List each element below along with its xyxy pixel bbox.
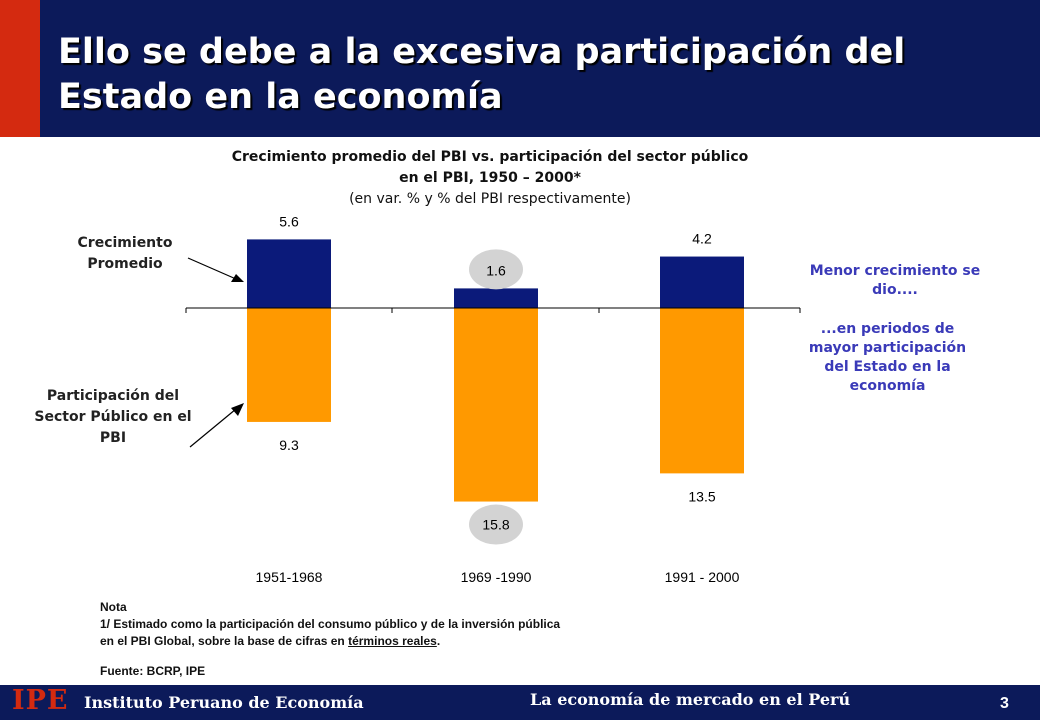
- notes-title: Nota: [100, 600, 127, 614]
- notes-block: Nota 1/ Estimado como la participación d…: [100, 599, 740, 650]
- bar-growth-1: [247, 239, 331, 308]
- chart-title-line1: Crecimiento promedio del PBI vs. partici…: [231, 149, 749, 165]
- bar-public-3: [660, 308, 744, 474]
- footer-bar: [0, 685, 1040, 720]
- x-tick-label-2: 1969 -1990: [461, 569, 532, 585]
- highlight-public-label: [469, 504, 523, 545]
- x-tick-label-3: 1991 - 2000: [665, 569, 740, 585]
- label-growth: Crecimiento Promedio: [77, 235, 173, 272]
- page-number: 3: [1000, 695, 1009, 712]
- bar-public-1: [247, 308, 331, 422]
- source-note: Fuente: BCRP, IPE: [100, 664, 206, 678]
- arrow-growth-head: [231, 274, 244, 282]
- public-value-label-2: 15.8: [482, 517, 509, 533]
- arrow-public-head: [231, 403, 244, 416]
- arrow-public-line: [189, 408, 237, 448]
- x-tick-label-1: 1951-1968: [256, 569, 323, 585]
- footer-title: La economía de mercado en el Perú: [530, 690, 851, 709]
- chart-title: Crecimiento promedio del PBI vs. partici…: [190, 147, 790, 210]
- chart-title-line2: en el PBI, 1950 – 2000*: [399, 170, 581, 186]
- ipe-logo: IPE: [12, 685, 69, 716]
- label-public-share: Participación del Sector Público en el P…: [34, 388, 192, 446]
- notes-line2: en el PBI Global, sobre la base de cifra…: [100, 633, 740, 650]
- header-accent: [0, 0, 40, 137]
- notes-line1: 1/ Estimado como la participación del co…: [100, 617, 561, 631]
- notes-line2-suffix: .: [436, 634, 441, 648]
- highlight-growth-label: [469, 249, 523, 290]
- growth-value-label-1: 5.6: [279, 213, 299, 229]
- arrow-growth-line: [187, 257, 237, 280]
- notes-line2-prefix: en el PBI Global, sobre la base de cifra…: [100, 634, 349, 648]
- notes-line2-underlined: términos reales: [348, 634, 437, 648]
- header-bar: [0, 0, 1040, 137]
- chart-subtitle: (en var. % y % del PBI respectivamente): [349, 191, 631, 207]
- public-value-label-3: 13.5: [688, 488, 715, 504]
- bar-growth-2: [454, 288, 538, 308]
- public-value-label-1: 9.3: [279, 437, 299, 453]
- note-state-participation: ...en periodos de mayor participación de…: [808, 321, 967, 394]
- page-title: Ello se debe a la excesiva participación…: [58, 32, 906, 117]
- growth-value-label-2: 1.6: [486, 262, 506, 278]
- bar-growth-3: [660, 256, 744, 308]
- bar-public-2: [454, 308, 538, 502]
- institution-name: Instituto Peruano de Economía: [84, 693, 364, 712]
- growth-value-label-3: 4.2: [692, 231, 712, 247]
- note-lower-growth: Menor crecimiento se dio....: [809, 263, 981, 298]
